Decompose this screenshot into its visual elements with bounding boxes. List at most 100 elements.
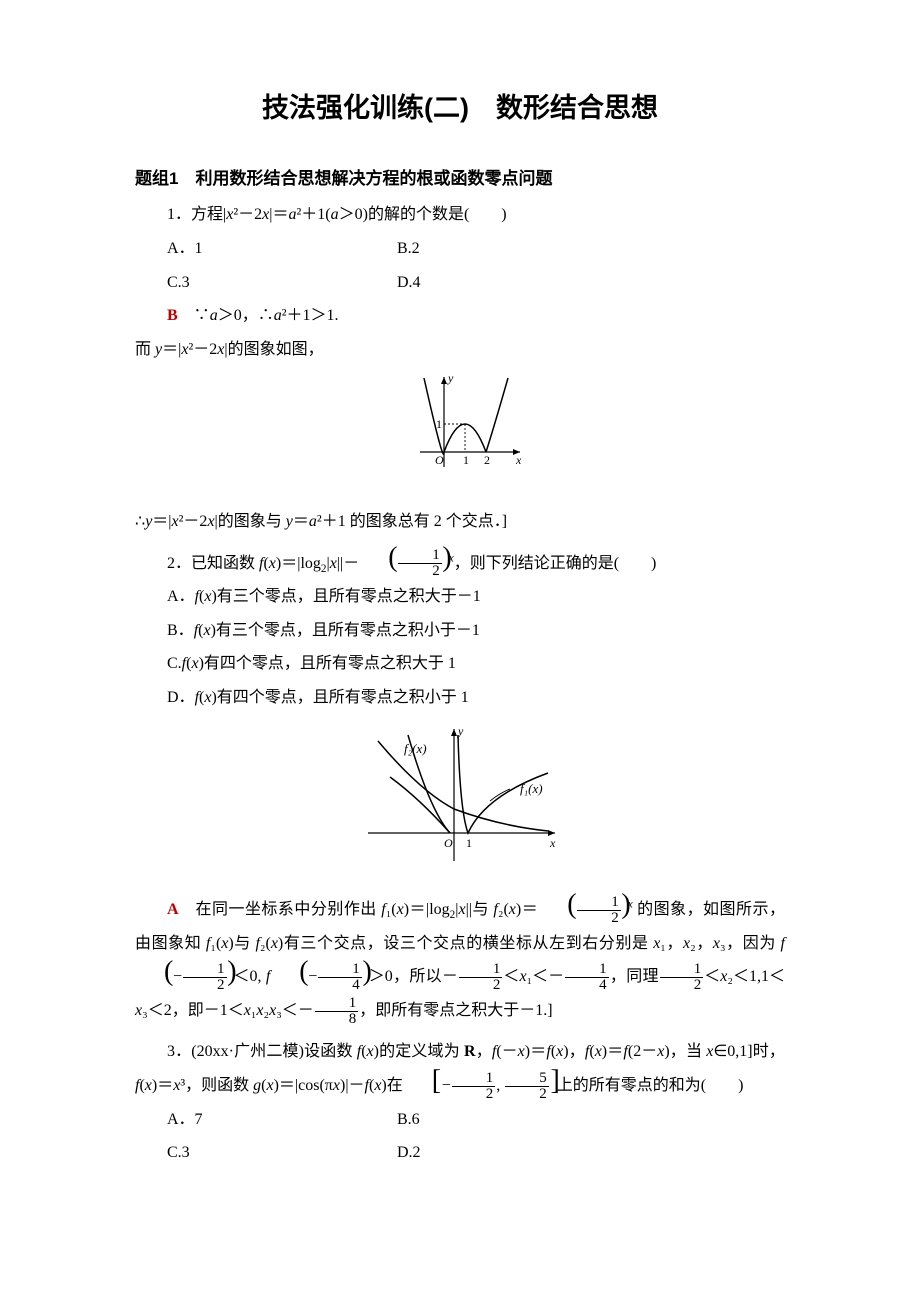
var-x: x: [207, 513, 214, 530]
text: ₂(: [498, 901, 509, 918]
axis-x-label: x: [515, 453, 522, 467]
choice-d: D.2: [397, 1136, 421, 1170]
choice-b: B.2: [397, 232, 420, 266]
half-paren: 12: [538, 895, 628, 926]
text: 有三个零点，且所有零点之积小于－1: [216, 622, 480, 639]
two-functions-graph: O 1 y x f₂(x) f₁(x): [350, 721, 570, 871]
parabola-graph: O 1 2 1 y x: [390, 372, 530, 482]
text: ₂，: [690, 935, 713, 952]
var-x: x: [397, 901, 404, 918]
frac-eighth: 18: [315, 996, 359, 1027]
text: 而: [135, 341, 155, 358]
q3-stem: 3．(20xx·广州二模)设函数 f(x)的定义域为 R，f(－x)＝f(x)，…: [135, 1035, 785, 1102]
answer-letter: B: [167, 307, 178, 324]
label-f1: f₁(x): [520, 781, 543, 796]
text: ，: [476, 1043, 492, 1060]
var-x: x: [271, 935, 278, 952]
text: ＝|: [162, 341, 181, 358]
text: 上的所有零点的和为( ): [557, 1077, 744, 1094]
var-a: a: [210, 307, 218, 324]
text: 0,1]时，: [727, 1043, 785, 1060]
text: ₃，因为: [720, 935, 780, 952]
text: ³，则函数: [180, 1077, 253, 1094]
var-f: f: [781, 935, 785, 952]
text: )＝: [602, 1043, 624, 1060]
var-x: x: [519, 968, 526, 985]
q3-choices-row1: A．7 B.6: [167, 1103, 785, 1137]
q1-solution-line2: 而 y＝|x²－2x|的图象如图，: [135, 333, 785, 367]
text: A．: [167, 588, 195, 605]
text: 1．方程|: [167, 206, 226, 223]
text: |的图象如图，: [224, 341, 323, 358]
text: |＝: [269, 206, 288, 223]
var-x: x: [330, 555, 337, 572]
var-a: a: [309, 513, 317, 530]
q1-solution-line1: B ∵a＞0，∴a²＋1＞1.: [135, 299, 785, 333]
text: )的定义域为: [374, 1043, 464, 1060]
text: 3．(20xx·广州二模)设函数: [167, 1043, 357, 1060]
q1-solution-line3: ∴y＝|x²－2x|的图象与 y＝a²＋1 的图象总有 2 个交点．]: [135, 505, 785, 539]
var-a: a: [274, 307, 282, 324]
var-x: x: [266, 1077, 273, 1094]
text: )＝: [152, 1077, 173, 1094]
text: ∵: [178, 307, 210, 324]
text: ₂(: [260, 935, 271, 952]
text: ₃＜－: [276, 1002, 314, 1019]
var-x: x: [191, 655, 198, 672]
axis-ytick-1: 1: [436, 417, 442, 431]
var-x: x: [244, 1002, 251, 1019]
var-x: x: [204, 689, 211, 706]
text: ²－2: [233, 206, 262, 223]
text: )＝: [525, 1043, 547, 1060]
q1-figure: O 1 2 1 y x: [135, 372, 785, 495]
text: 有三个零点，且所有零点之积大于－1: [217, 588, 481, 605]
axis-y-label: y: [457, 724, 464, 738]
var-f: f: [195, 588, 199, 605]
var-f: f: [195, 689, 199, 706]
q3-choices-row2: C.3 D.2: [167, 1136, 785, 1170]
text: (－: [496, 1043, 517, 1060]
choice-b: B.6: [397, 1103, 420, 1137]
text: )有三个交点，设三个交点的横坐标从左到右分别是: [278, 935, 653, 952]
frac-half: 12: [660, 962, 704, 993]
text: ₁(: [210, 935, 221, 952]
choice-c: C.3: [167, 1136, 397, 1170]
var-x: x: [203, 622, 210, 639]
q2-stem: 2．已知函数 f(x)＝|log2|x||－12x，则下列结论正确的是( ): [135, 547, 785, 581]
neg-quarter-paren: −14: [270, 962, 369, 993]
var-x: x: [509, 901, 516, 918]
text: ，同理: [610, 968, 659, 985]
text: )＝|log: [404, 901, 450, 918]
var-x: x: [713, 935, 720, 952]
axis-origin-label: O: [444, 836, 453, 850]
axis-origin-label: O: [435, 453, 444, 467]
neg-half-paren: −12: [135, 962, 234, 993]
var-x: x: [256, 1002, 263, 1019]
text: ＞0，∴: [218, 307, 274, 324]
text: ²－2: [179, 513, 208, 530]
text: )＝|cos(π: [274, 1077, 333, 1094]
frac-half: 12: [459, 962, 503, 993]
text: 在同一坐标系中分别作出: [179, 901, 382, 918]
q1-choices-row2: C.3 D.4: [167, 266, 785, 300]
interval-bracket: −12, 52: [403, 1071, 557, 1102]
q2-figure: O 1 y x f₂(x) f₁(x): [135, 721, 785, 884]
text: (2－: [628, 1043, 657, 1060]
q1-stem: 1．方程|x²－2x|＝a²＋1(a＞0)的解的个数是( ): [135, 198, 785, 232]
text: ，即所有零点之积大于－1.]: [359, 1002, 552, 1019]
text: ²－2: [188, 341, 217, 358]
var-f: f: [182, 655, 186, 672]
text: )＝|log: [276, 555, 321, 572]
choice-c: C.3: [167, 266, 397, 300]
var-x: x: [595, 1043, 602, 1060]
text: )|－: [340, 1077, 365, 1094]
text: 有四个零点，且所有零点之积小于 1: [217, 689, 469, 706]
text: )，当: [664, 1043, 706, 1060]
text: ＞0)的解的个数是( ): [339, 206, 507, 223]
q2-choice-c: C.f(x)有四个零点，且所有零点之积大于 1: [135, 647, 785, 681]
text: ₁＜－: [527, 968, 565, 985]
text: D．: [167, 689, 195, 706]
text: ₁(: [386, 901, 397, 918]
var-x: x: [367, 1043, 374, 1060]
var-a: a: [331, 206, 339, 223]
